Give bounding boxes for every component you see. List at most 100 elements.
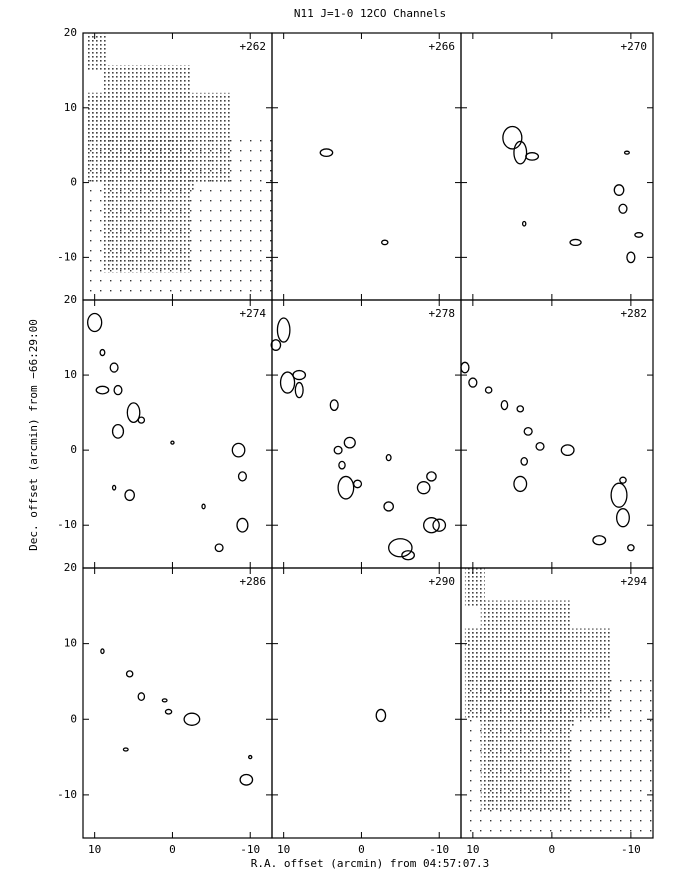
contour bbox=[95, 385, 110, 395]
contour bbox=[619, 476, 627, 484]
contour bbox=[388, 538, 413, 558]
emission-shading bbox=[464, 568, 485, 606]
contour bbox=[626, 251, 636, 264]
contour bbox=[623, 150, 630, 155]
contour bbox=[137, 416, 146, 424]
contour bbox=[535, 441, 545, 451]
panel-label: +274 bbox=[240, 307, 267, 320]
contour bbox=[279, 371, 296, 394]
contour bbox=[337, 475, 355, 500]
contour bbox=[618, 203, 628, 214]
contour bbox=[183, 712, 201, 726]
x-tick-label: -10 bbox=[429, 843, 449, 856]
contour bbox=[126, 402, 141, 424]
contour bbox=[353, 479, 363, 489]
panel-label: +262 bbox=[240, 40, 267, 53]
contour bbox=[270, 339, 282, 351]
contour bbox=[329, 399, 339, 412]
contour bbox=[634, 232, 644, 238]
contour bbox=[513, 140, 528, 165]
emission-shading bbox=[461, 673, 653, 838]
contour bbox=[513, 475, 528, 493]
contour bbox=[99, 348, 106, 357]
contour bbox=[416, 481, 431, 495]
contour bbox=[109, 362, 119, 373]
contour bbox=[343, 436, 356, 449]
x-tick-label: 0 bbox=[549, 843, 556, 856]
contour bbox=[381, 239, 389, 246]
contour bbox=[401, 550, 415, 561]
y-tick-label: 0 bbox=[70, 712, 77, 725]
contour bbox=[237, 471, 247, 482]
panel-frame bbox=[460, 299, 654, 569]
emission-shading bbox=[83, 137, 272, 300]
contour bbox=[276, 317, 291, 343]
panel-label: +266 bbox=[429, 40, 456, 53]
y-axis-label: Dec. offset (arcmin) from −66:29:00 bbox=[27, 319, 40, 551]
contour bbox=[113, 384, 123, 396]
contour bbox=[201, 503, 206, 510]
contour bbox=[426, 471, 437, 482]
contour bbox=[338, 460, 346, 470]
y-tick-label: 20 bbox=[64, 561, 77, 574]
contour bbox=[111, 484, 117, 491]
contour bbox=[569, 238, 582, 247]
x-tick-label: -10 bbox=[240, 843, 260, 856]
contour bbox=[516, 405, 525, 413]
x-tick-label: 10 bbox=[466, 843, 479, 856]
contour bbox=[87, 312, 103, 333]
contour bbox=[214, 543, 224, 553]
contour bbox=[502, 125, 523, 150]
contour bbox=[610, 482, 628, 508]
contour bbox=[294, 381, 304, 399]
contour bbox=[164, 708, 173, 715]
contour bbox=[520, 456, 529, 466]
y-tick-label: 20 bbox=[64, 26, 77, 39]
y-tick-label: -10 bbox=[57, 518, 77, 531]
contour bbox=[239, 773, 254, 786]
x-tick-label: 10 bbox=[88, 843, 101, 856]
panel-frame bbox=[460, 567, 654, 839]
x-axis-label: R.A. offset (arcmin) from 04:57:07.3 bbox=[251, 857, 489, 870]
panel-frame bbox=[271, 299, 462, 569]
contour bbox=[460, 361, 470, 374]
contour bbox=[100, 648, 105, 655]
contour bbox=[122, 747, 129, 752]
y-tick-label: -10 bbox=[57, 788, 77, 801]
panel-label: +290 bbox=[429, 575, 456, 588]
panel-label: +294 bbox=[621, 575, 648, 588]
y-tick-label: -10 bbox=[57, 250, 77, 263]
y-tick-label: 0 bbox=[70, 176, 77, 189]
contour bbox=[137, 692, 146, 702]
emission-shading bbox=[86, 33, 107, 71]
contour bbox=[432, 518, 447, 532]
x-tick-label: 10 bbox=[277, 843, 290, 856]
contour bbox=[385, 453, 392, 462]
y-tick-label: 20 bbox=[64, 293, 77, 306]
contour bbox=[383, 501, 394, 512]
contour bbox=[560, 444, 575, 457]
contour bbox=[521, 220, 527, 227]
panel-label: +282 bbox=[621, 307, 648, 320]
y-tick-label: 0 bbox=[70, 443, 77, 456]
contour bbox=[125, 670, 134, 678]
contour bbox=[161, 698, 168, 703]
x-tick-label: 0 bbox=[169, 843, 176, 856]
panel-label: +270 bbox=[621, 40, 648, 53]
y-tick-label: 10 bbox=[64, 101, 77, 114]
contour bbox=[484, 386, 493, 394]
panel-frame bbox=[82, 299, 273, 569]
contour bbox=[613, 184, 625, 196]
contour bbox=[627, 544, 635, 552]
chart-title: N11 J=1-0 12CO Channels bbox=[294, 7, 446, 20]
y-tick-label: 10 bbox=[64, 637, 77, 650]
panel-frame bbox=[271, 32, 462, 301]
contour bbox=[231, 442, 246, 458]
contour bbox=[468, 377, 478, 388]
contour bbox=[525, 152, 540, 161]
x-tick-label: -10 bbox=[621, 843, 641, 856]
contour bbox=[500, 399, 509, 411]
contour bbox=[170, 440, 175, 445]
contour bbox=[292, 369, 307, 381]
